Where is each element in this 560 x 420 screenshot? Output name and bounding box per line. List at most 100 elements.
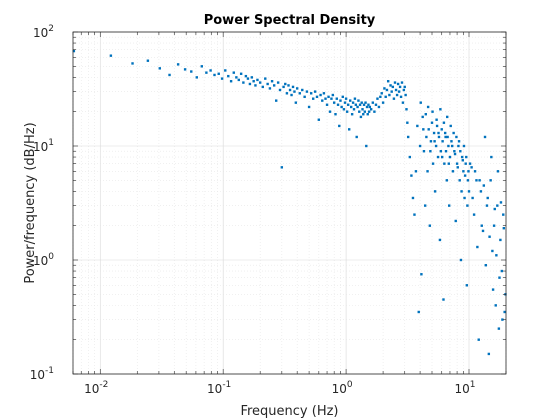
data-point [463, 196, 466, 200]
data-point [217, 72, 220, 75]
data-point [467, 170, 470, 173]
data-point [288, 88, 292, 92]
data-point [443, 162, 446, 165]
data-point [352, 108, 356, 111]
data-point [242, 81, 245, 84]
data-point [291, 85, 295, 89]
data-point [305, 90, 309, 93]
data-point [343, 101, 347, 104]
data-point [398, 85, 402, 89]
data-point [252, 80, 255, 83]
data-point [501, 318, 504, 321]
data-point [445, 179, 449, 182]
data-point [433, 140, 436, 143]
data-point [437, 131, 440, 135]
data-point [321, 99, 324, 102]
data-point [423, 204, 427, 207]
data-point [488, 235, 491, 238]
x-axis-label: Frequency (Hz) [240, 404, 338, 419]
data-point [421, 115, 424, 119]
data-point [358, 103, 362, 106]
data-point [477, 338, 480, 341]
data-point [282, 85, 285, 89]
data-point [237, 78, 240, 82]
data-point [461, 159, 464, 162]
data-point [496, 204, 499, 207]
data-point [480, 224, 483, 227]
data-point [395, 93, 399, 97]
data-point [200, 65, 203, 68]
data-point [301, 88, 304, 92]
y-tick-label: 100 [33, 252, 54, 268]
data-point [462, 170, 465, 173]
data-point [369, 108, 373, 111]
data-point [465, 284, 469, 287]
data-point [183, 68, 187, 71]
data-point [462, 144, 466, 148]
data-point [298, 92, 301, 95]
data-point [368, 105, 372, 109]
data-point [315, 95, 319, 99]
data-point [293, 90, 296, 93]
data-point [380, 92, 383, 95]
data-point [491, 249, 494, 253]
data-point [109, 54, 113, 57]
data-point [453, 152, 457, 156]
data-point [357, 99, 360, 102]
data-point [287, 84, 290, 87]
data-point [342, 108, 346, 111]
x-tick-label: 100 [332, 380, 353, 396]
data-point [449, 124, 452, 128]
data-point [406, 135, 410, 139]
data-point [365, 105, 369, 109]
axes-box [72, 31, 507, 375]
data-point [246, 77, 250, 80]
data-point [465, 155, 468, 159]
data-point [341, 95, 344, 99]
data-point [453, 150, 456, 153]
data-points [72, 49, 507, 356]
data-point [381, 101, 385, 104]
data-point [482, 184, 486, 187]
data-point [322, 92, 326, 95]
data-point [434, 144, 438, 148]
data-point [294, 101, 298, 104]
data-point [396, 82, 400, 86]
data-point [503, 310, 506, 314]
data-point [270, 80, 274, 83]
data-point [317, 118, 321, 121]
data-point [435, 118, 438, 121]
data-point [448, 155, 452, 159]
data-point [413, 213, 416, 216]
data-point [351, 101, 355, 104]
data-point [303, 95, 306, 99]
data-point [256, 78, 259, 82]
data-point [439, 108, 442, 111]
data-point [441, 140, 444, 143]
data-point [497, 327, 501, 330]
x-tick-label: 10-1 [207, 380, 231, 396]
data-point [383, 87, 386, 90]
data-point [363, 110, 367, 113]
data-point [454, 219, 457, 223]
data-point [254, 84, 257, 87]
data-point [475, 179, 478, 182]
data-point [478, 179, 481, 182]
data-point [451, 144, 454, 148]
data-point [261, 85, 264, 89]
data-point [353, 97, 357, 100]
data-point [389, 84, 392, 87]
data-point [295, 87, 299, 90]
data-point [355, 135, 358, 139]
data-point [481, 229, 485, 233]
data-point [450, 140, 453, 143]
data-point [426, 105, 430, 109]
data-point [502, 213, 505, 216]
data-point [327, 95, 330, 99]
data-point [420, 273, 423, 276]
data-point [364, 101, 367, 104]
data-point [440, 155, 444, 159]
data-point [360, 101, 363, 104]
